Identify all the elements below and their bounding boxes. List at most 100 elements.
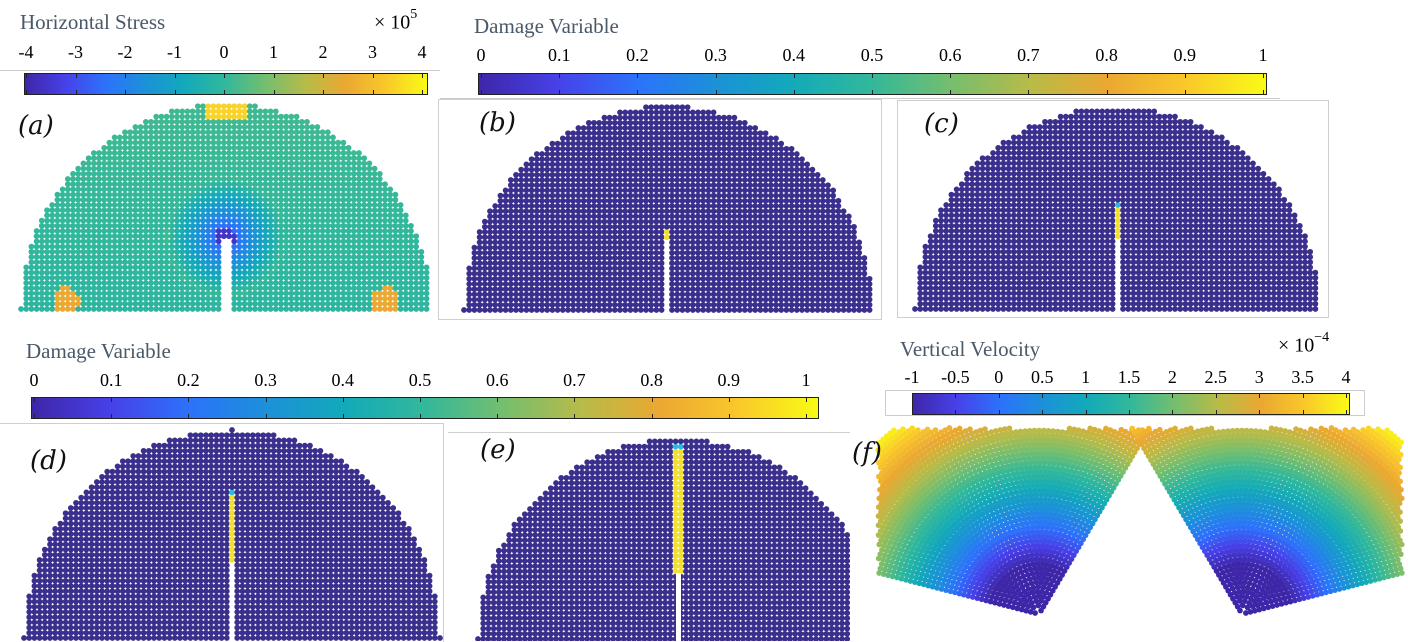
particle bbox=[710, 301, 717, 308]
particle bbox=[487, 255, 493, 261]
particle bbox=[544, 166, 551, 173]
particle bbox=[721, 249, 727, 256]
particle bbox=[288, 285, 295, 292]
particle bbox=[111, 150, 118, 156]
particle bbox=[231, 113, 238, 120]
particle bbox=[643, 151, 649, 157]
particle bbox=[601, 255, 608, 261]
particle bbox=[663, 203, 670, 209]
particle bbox=[163, 129, 170, 136]
particle bbox=[767, 140, 774, 147]
particle bbox=[304, 233, 310, 240]
particle bbox=[309, 306, 316, 312]
particle bbox=[137, 259, 144, 266]
particle bbox=[466, 265, 473, 272]
particle bbox=[319, 134, 326, 141]
particle bbox=[387, 285, 394, 292]
particle bbox=[747, 281, 753, 287]
damage_bottom-tick-label: 0.7 bbox=[563, 370, 586, 390]
particle bbox=[304, 196, 310, 203]
particle bbox=[679, 229, 686, 235]
particle bbox=[861, 307, 868, 313]
particle bbox=[309, 176, 316, 182]
particle bbox=[262, 191, 269, 198]
particle bbox=[570, 135, 577, 142]
particle bbox=[622, 275, 629, 282]
particle bbox=[513, 281, 519, 287]
particle bbox=[622, 119, 629, 126]
particle bbox=[241, 134, 248, 141]
particle bbox=[70, 181, 76, 188]
particle bbox=[559, 203, 566, 209]
particle bbox=[778, 286, 785, 293]
particle bbox=[622, 171, 629, 178]
particle bbox=[518, 213, 525, 220]
particle bbox=[137, 295, 144, 302]
particle bbox=[70, 243, 76, 250]
particle bbox=[278, 233, 284, 240]
particle bbox=[471, 260, 478, 267]
particle bbox=[741, 249, 748, 256]
particle bbox=[28, 300, 35, 307]
particle bbox=[747, 130, 753, 137]
particle bbox=[163, 300, 170, 307]
particle bbox=[142, 176, 149, 182]
particle bbox=[804, 260, 811, 267]
particle bbox=[111, 202, 118, 208]
particle bbox=[85, 243, 92, 250]
particle bbox=[236, 300, 243, 307]
particle bbox=[194, 243, 201, 250]
particle bbox=[669, 239, 675, 246]
particle bbox=[90, 306, 97, 312]
particle bbox=[267, 207, 274, 214]
particle bbox=[231, 269, 238, 276]
particle bbox=[148, 196, 154, 203]
particle bbox=[679, 135, 686, 142]
particle bbox=[1026, 306, 1033, 312]
particle bbox=[575, 286, 582, 293]
particle bbox=[700, 223, 707, 230]
particle bbox=[137, 306, 144, 312]
particle bbox=[788, 218, 795, 225]
particle bbox=[689, 255, 696, 261]
particle bbox=[90, 181, 97, 188]
particle bbox=[387, 228, 394, 234]
particle bbox=[350, 238, 357, 245]
particle bbox=[231, 274, 238, 281]
particle bbox=[101, 212, 108, 219]
particle bbox=[757, 156, 764, 163]
particle bbox=[194, 165, 201, 172]
particle bbox=[397, 306, 404, 312]
particle bbox=[350, 222, 357, 229]
particle bbox=[304, 124, 310, 130]
particle bbox=[705, 260, 712, 267]
particle bbox=[741, 156, 748, 163]
particle bbox=[215, 202, 222, 208]
particle bbox=[75, 238, 82, 245]
particle bbox=[252, 170, 258, 177]
particle bbox=[804, 296, 811, 303]
particle bbox=[835, 286, 842, 293]
particle bbox=[513, 239, 519, 246]
particle bbox=[59, 259, 66, 266]
particle bbox=[721, 119, 727, 126]
particle bbox=[132, 165, 139, 172]
particle bbox=[382, 191, 388, 198]
particle bbox=[835, 307, 842, 313]
particle bbox=[648, 192, 655, 199]
particle bbox=[174, 280, 180, 286]
particle bbox=[168, 108, 175, 115]
particle bbox=[330, 155, 336, 162]
particle bbox=[611, 166, 618, 173]
particle bbox=[580, 197, 587, 204]
particle bbox=[59, 243, 66, 250]
particle bbox=[122, 233, 128, 240]
particle bbox=[658, 109, 665, 116]
particle bbox=[38, 217, 45, 224]
particle bbox=[643, 104, 649, 111]
particle bbox=[392, 254, 399, 260]
particle bbox=[80, 243, 87, 250]
particle bbox=[111, 186, 118, 193]
particle bbox=[648, 229, 655, 235]
particle bbox=[158, 274, 165, 281]
